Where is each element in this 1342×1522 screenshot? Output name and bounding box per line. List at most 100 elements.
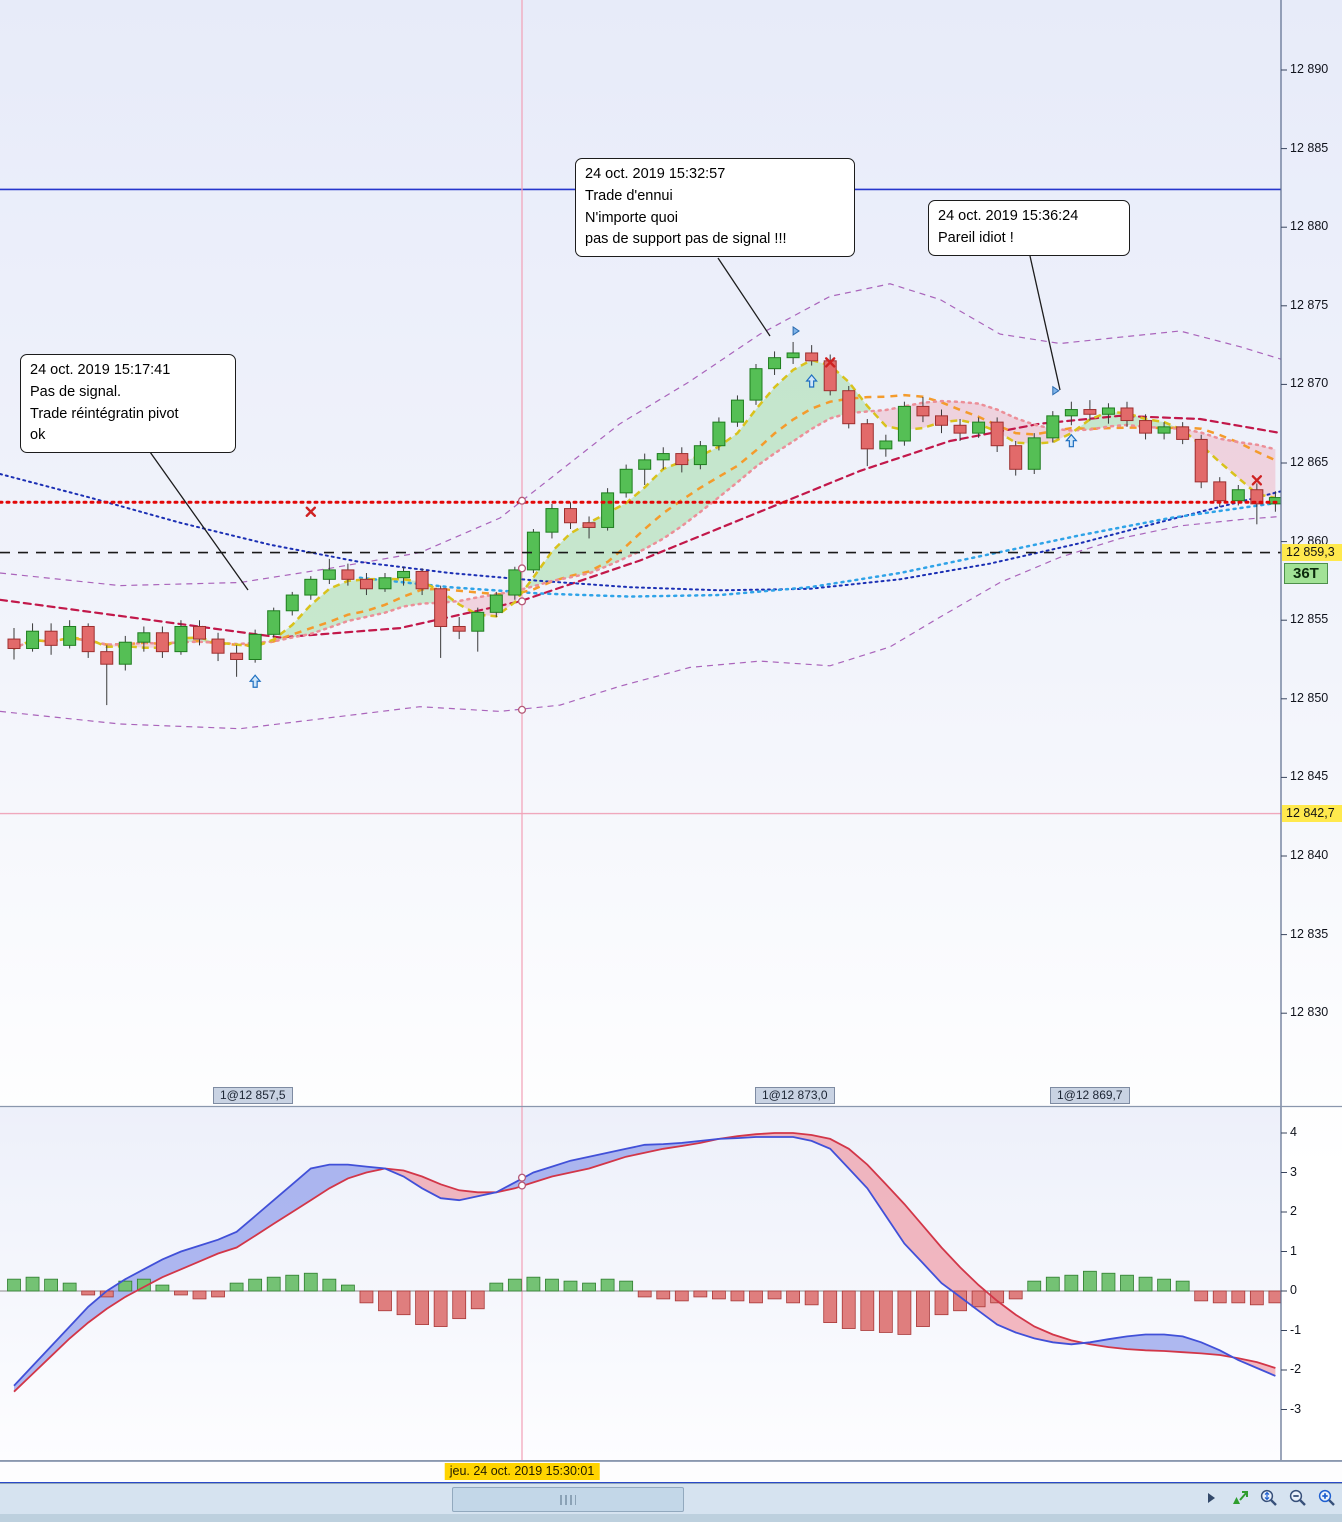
candle-up bbox=[267, 610, 281, 635]
last-price-badge: 12 859,3 bbox=[1282, 543, 1342, 561]
hist-bar-down bbox=[81, 1290, 96, 1296]
cancel-x-icon bbox=[1251, 475, 1263, 486]
note-callout[interactable]: 24 oct. 2019 15:17:41 Pas de signal. Trade… bbox=[20, 354, 236, 453]
candle-down bbox=[100, 651, 114, 665]
candle-down bbox=[675, 453, 689, 466]
candle-down bbox=[193, 625, 206, 640]
hist-bar-down bbox=[767, 1290, 782, 1300]
hist-bar-up bbox=[1175, 1280, 1190, 1292]
hist-bar-down bbox=[878, 1290, 893, 1333]
candle-up bbox=[879, 440, 893, 450]
hist-bar-down bbox=[730, 1290, 745, 1302]
candle-up bbox=[1046, 415, 1060, 439]
timeframe-badge: 36T bbox=[1284, 563, 1328, 584]
hist-bar-down bbox=[804, 1290, 819, 1306]
osc-tick: 3 bbox=[1290, 1164, 1297, 1179]
candle-up bbox=[768, 357, 782, 370]
auto-fit-icon bbox=[1233, 1491, 1248, 1504]
hist-bar-up bbox=[322, 1278, 337, 1292]
candle-down bbox=[916, 405, 930, 417]
hist-bar-up bbox=[1064, 1274, 1079, 1292]
auto-fit-button[interactable] bbox=[1227, 1485, 1253, 1511]
candle-up bbox=[712, 421, 726, 447]
candle-up bbox=[471, 611, 485, 632]
note-line: Pas de signal. bbox=[30, 383, 122, 400]
hist-bar-up bbox=[619, 1280, 634, 1292]
price-tick: 12 855 bbox=[1290, 612, 1329, 627]
price-tick: 12 875 bbox=[1290, 297, 1329, 312]
note-line: N'importe quoi bbox=[585, 209, 679, 226]
hist-bar-up bbox=[7, 1278, 21, 1292]
hist-bar-down bbox=[897, 1290, 912, 1335]
note-callout[interactable]: 24 oct. 2019 15:32:57 Trade d'ennui N'impo… bbox=[575, 158, 855, 257]
zoom-in-button[interactable] bbox=[1314, 1485, 1340, 1511]
candle-down bbox=[211, 638, 225, 654]
buy-arrow-icon bbox=[805, 374, 818, 388]
candle-up bbox=[619, 468, 633, 494]
hist-bar-down bbox=[786, 1290, 800, 1304]
hist-bar-up bbox=[489, 1282, 504, 1292]
crosshair-dot bbox=[517, 597, 527, 606]
time-axis[interactable]: jeu. 24 oct. 2019 15:30:01 15:0815:1015:… bbox=[0, 1461, 1342, 1484]
hist-bar-up bbox=[1027, 1280, 1042, 1292]
hist-bar-up bbox=[545, 1278, 559, 1292]
trade-marker-label: 1@12 869,7 bbox=[1050, 1087, 1130, 1104]
osc-tick: 2 bbox=[1290, 1204, 1297, 1218]
candle-down bbox=[341, 569, 355, 580]
candle-down bbox=[953, 424, 967, 434]
buy-arrow-icon bbox=[248, 674, 262, 688]
scrollbar-thumb[interactable] bbox=[452, 1487, 684, 1512]
candle-down bbox=[230, 652, 244, 660]
candle-up bbox=[1231, 489, 1245, 502]
chart-toolbar bbox=[1198, 1485, 1340, 1511]
hist-bar-down bbox=[174, 1290, 188, 1296]
osc-tick: 1 bbox=[1290, 1243, 1297, 1258]
price-tick: 12 870 bbox=[1290, 376, 1329, 391]
sky-ma bbox=[358, 501, 1281, 598]
note-callout[interactable]: 24 oct. 2019 15:36:24 Pareil idiot ! bbox=[928, 200, 1130, 256]
candle-up bbox=[897, 405, 911, 442]
candle-up bbox=[638, 459, 652, 470]
zoom-vertical-button[interactable] bbox=[1256, 1485, 1282, 1511]
zoom-in-icon bbox=[1318, 1489, 1335, 1506]
hist-bar-up bbox=[1101, 1272, 1116, 1292]
candle-up bbox=[489, 594, 503, 613]
hist-bar-down bbox=[1231, 1290, 1246, 1304]
oscillator-signal-line bbox=[13, 1132, 1276, 1393]
candle-down bbox=[1213, 481, 1227, 502]
hist-bar-up bbox=[266, 1276, 281, 1292]
hist-bar-down bbox=[378, 1290, 392, 1312]
candle-up bbox=[1157, 426, 1171, 434]
price-tick: 12 830 bbox=[1290, 1005, 1329, 1020]
buy-arrow-icon bbox=[1065, 433, 1078, 448]
candle-down bbox=[1194, 438, 1208, 483]
crosshair-dot bbox=[517, 496, 527, 505]
candle-down bbox=[1083, 409, 1097, 415]
osc-tick: -2 bbox=[1290, 1362, 1302, 1376]
hist-bar-down bbox=[396, 1290, 411, 1316]
hist-bar-up bbox=[44, 1278, 58, 1292]
candle-up bbox=[545, 508, 559, 533]
horizontal-scrollbar[interactable] bbox=[0, 1483, 1342, 1514]
candle-down bbox=[1120, 407, 1134, 422]
hist-bar-down bbox=[860, 1290, 875, 1331]
hist-bar-down bbox=[1194, 1290, 1209, 1302]
hist-bar-down bbox=[990, 1290, 1005, 1304]
note-line: Trade réintégratin pivot bbox=[30, 405, 179, 422]
candle-up bbox=[248, 633, 262, 661]
hist-bar-up bbox=[1138, 1276, 1153, 1292]
crosshair-time-badge: jeu. 24 oct. 2019 15:30:01 bbox=[444, 1463, 600, 1480]
candle-up bbox=[137, 632, 151, 643]
candle-up bbox=[526, 531, 540, 571]
crosshair-dot bbox=[517, 1181, 527, 1190]
note-line: pas de support pas de signal !!! bbox=[585, 231, 787, 248]
hist-bar-up bbox=[507, 1278, 522, 1292]
hist-bar-up bbox=[136, 1278, 151, 1292]
zoom-out-button[interactable] bbox=[1285, 1485, 1311, 1511]
hist-bar-down bbox=[916, 1290, 930, 1327]
candle-up bbox=[601, 492, 615, 528]
scroll-right-button[interactable] bbox=[1198, 1485, 1224, 1511]
crimson-ma bbox=[0, 414, 1281, 639]
candle-down bbox=[415, 570, 429, 590]
note-pointer-line bbox=[149, 451, 249, 591]
